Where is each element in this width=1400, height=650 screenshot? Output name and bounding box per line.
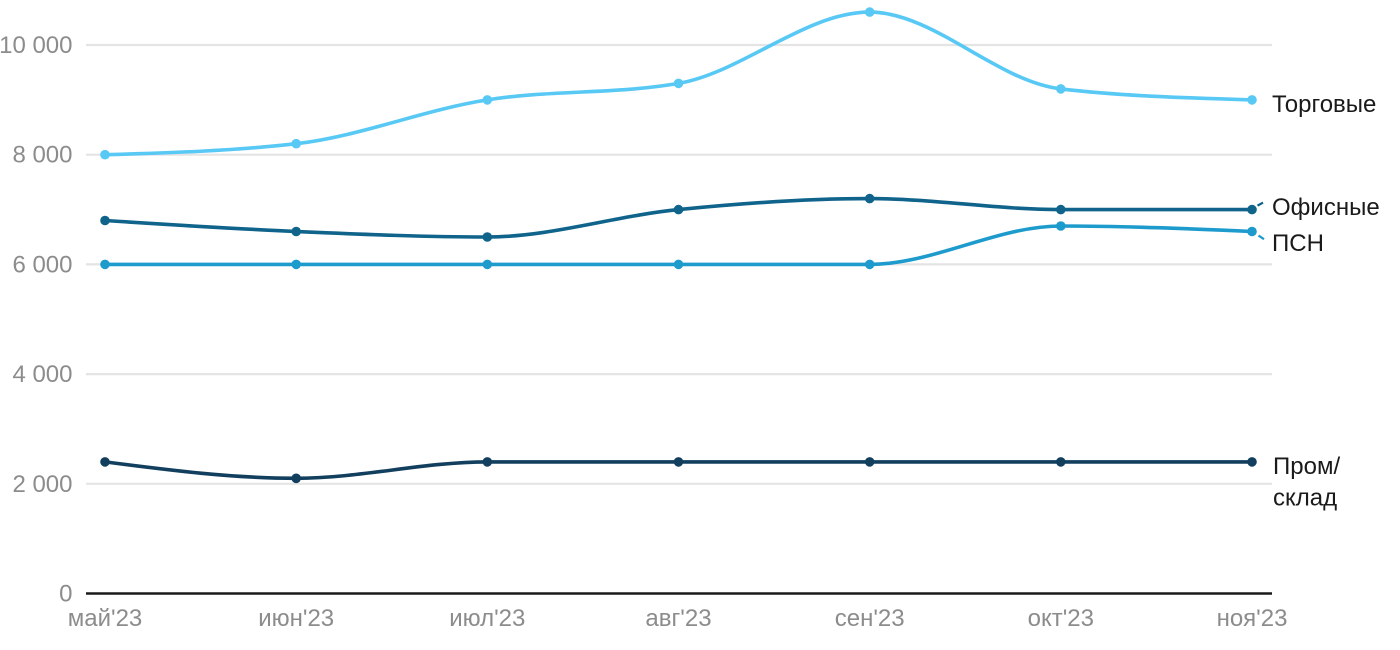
svg-text:июл'23: июл'23 [449,605,525,632]
svg-text:ноя'23: ноя'23 [1217,605,1288,632]
svg-text:8 000: 8 000 [12,142,72,169]
svg-text:10 000: 10 000 [0,32,73,59]
svg-text:сен'23: сен'23 [835,605,905,632]
svg-text:ПСН: ПСН [1272,230,1324,257]
svg-text:4 000: 4 000 [12,361,72,388]
svg-text:Торговые: Торговые [1272,91,1376,118]
svg-text:0: 0 [59,581,72,608]
svg-text:склад: склад [1273,485,1337,512]
svg-text:2 000: 2 000 [12,471,72,498]
svg-text:май'23: май'23 [68,605,143,632]
svg-text:6 000: 6 000 [12,251,72,278]
svg-text:авг'23: авг'23 [645,605,711,632]
svg-text:Офисные: Офисные [1272,194,1380,221]
svg-text:окт'23: окт'23 [1028,605,1094,632]
svg-text:Пром/: Пром/ [1273,453,1340,480]
svg-text:июн'23: июн'23 [258,605,334,632]
